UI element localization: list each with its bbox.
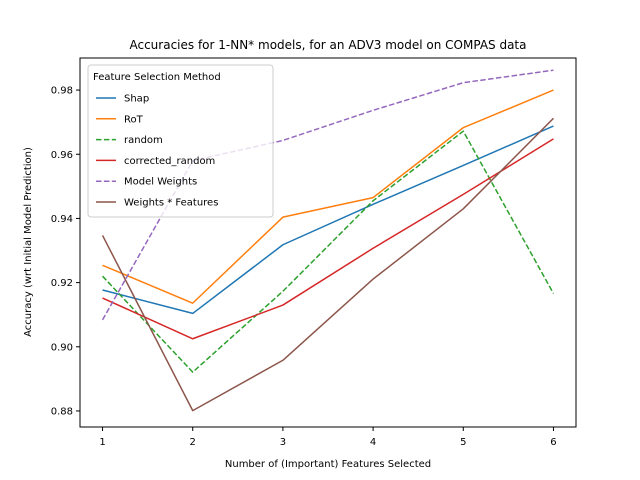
legend: Feature Selection Method Shap RoT random cor…	[87, 64, 274, 218]
y-tick-label: 0.98	[51, 86, 73, 97]
y-tick-label: 0.96	[51, 150, 73, 161]
legend-title: Feature Selection Method	[93, 72, 221, 83]
x-tick-label: 3	[280, 437, 286, 448]
x-tick-label: 5	[460, 437, 466, 448]
series-line-weights-features	[101, 117, 554, 412]
legend-label: Model Weights	[124, 177, 197, 188]
x-tick-label: 1	[99, 437, 105, 448]
y-tick-label: 0.90	[51, 342, 73, 353]
series-line-random	[102, 130, 555, 373]
y-axis: 0.88 0.90 0.92 0.94 0.96 0.98	[51, 86, 80, 417]
x-tick-label: 6	[550, 437, 556, 448]
y-tick-label: 0.88	[51, 406, 73, 417]
legend-label: Shap	[124, 94, 149, 105]
legend-box	[87, 64, 274, 218]
series-line-corrected-random	[102, 138, 554, 340]
legend-label: corrected_random	[124, 156, 215, 167]
legend-label: Weights * Features	[124, 198, 218, 209]
legend-label: RoT	[124, 114, 144, 125]
series-line-rot	[102, 89, 554, 304]
y-tick-label: 0.92	[51, 278, 73, 289]
x-axis: 1 2 3 4 5 6	[99, 427, 557, 448]
x-tick-label: 4	[370, 437, 376, 448]
legend-label: random	[124, 135, 163, 146]
y-axis-label: Accuracy (wrt Initial Model Prediction)	[23, 147, 34, 337]
x-axis-label: Number of (Important) Features Selected	[225, 459, 431, 470]
x-tick-label: 2	[190, 437, 196, 448]
chart-title: Accuracies for 1-NN* models, for an ADV3…	[129, 38, 526, 52]
plot-frame	[79, 57, 577, 428]
y-tick-label: 0.94	[51, 214, 73, 225]
